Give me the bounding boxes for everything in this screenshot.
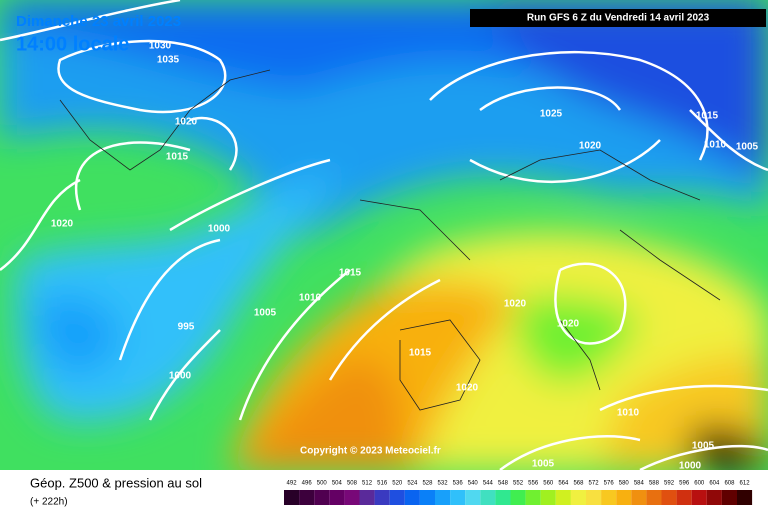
isobar-label: 1005 <box>532 459 555 470</box>
legend-swatch <box>555 490 571 505</box>
isobar-label: 1020 <box>51 219 74 230</box>
legend-swatch <box>389 490 405 505</box>
legend-level: 580 <box>619 481 630 487</box>
legend-level: 500 <box>317 481 328 487</box>
legend-level: 560 <box>543 481 554 487</box>
legend-swatch <box>404 490 420 505</box>
isobar-label: 1000 <box>169 371 192 382</box>
legend-level: 540 <box>468 481 479 487</box>
legend-swatch <box>601 490 617 505</box>
legend-swatch <box>359 490 375 505</box>
isobar-label: 1015 <box>409 348 432 359</box>
isobar-label: 1015 <box>166 152 189 163</box>
legend-swatch <box>661 490 677 505</box>
legend-level: 524 <box>407 481 418 487</box>
legend-level: 572 <box>589 481 600 487</box>
forecast-time: 14:00 locale <box>16 33 129 55</box>
legend-swatch <box>419 490 435 505</box>
legend-level: 536 <box>453 481 464 487</box>
legend-swatch <box>737 490 753 505</box>
legend-swatch <box>344 490 360 505</box>
legend-level: 528 <box>422 481 433 487</box>
legend-level: 584 <box>634 481 645 487</box>
legend-swatch <box>570 490 586 505</box>
legend-level: 520 <box>392 481 403 487</box>
legend-swatch <box>540 490 556 505</box>
isobar-label: 1005 <box>736 142 759 153</box>
legend-swatch <box>646 490 662 505</box>
isobar-label: 1010 <box>299 293 322 304</box>
legend-level: 548 <box>498 481 509 487</box>
isobar-label: 1020 <box>504 299 527 310</box>
legend-level: 544 <box>483 481 494 487</box>
legend-swatch <box>691 490 707 505</box>
isobar-label: 1005 <box>254 308 277 319</box>
legend-level: 604 <box>709 481 720 487</box>
legend-level: 508 <box>347 481 358 487</box>
isobar-label: 1020 <box>175 117 198 128</box>
run-box <box>470 9 766 27</box>
legend-level: 600 <box>694 481 705 487</box>
geopotential-field <box>0 0 768 472</box>
isobar-label: 1035 <box>157 55 180 66</box>
legend-swatch <box>510 490 526 505</box>
legend-swatch <box>314 490 330 505</box>
copyright: Copyright © 2023 Meteociel.fr <box>300 446 441 457</box>
legend-swatch <box>706 490 722 505</box>
forecast-date: Dimanche 23 avril 2023 <box>16 13 181 30</box>
legend-level: 608 <box>724 481 735 487</box>
isobar-label: 1020 <box>456 383 479 394</box>
legend-level: 552 <box>513 481 524 487</box>
isobar-label: 1010 <box>617 408 640 419</box>
legend-level: 532 <box>438 481 449 487</box>
isobar-label: 1000 <box>679 461 702 472</box>
isobar-label: 1020 <box>579 141 602 152</box>
legend-swatch <box>480 490 496 505</box>
legend-level: 588 <box>649 481 660 487</box>
legend-level: 612 <box>740 481 751 487</box>
isobar-label: 1015 <box>696 111 719 122</box>
legend-swatch <box>450 490 466 505</box>
legend-swatch <box>631 490 647 505</box>
legend-swatch <box>465 490 481 505</box>
legend-title: Géop. Z500 & pression au sol <box>30 475 202 490</box>
coastlines <box>59 69 721 411</box>
legend-swatch <box>495 490 511 505</box>
legend-level: 492 <box>287 481 298 487</box>
run-info: Run GFS 6 Z du Vendredi 14 avril 2023 <box>527 13 710 24</box>
legend-swatch <box>525 490 541 505</box>
legend-swatch <box>329 490 345 505</box>
legend-swatch <box>299 490 315 505</box>
legend-swatch <box>374 490 390 505</box>
legend-level: 496 <box>302 481 313 487</box>
isobar-label: 1020 <box>557 319 580 330</box>
isobar-lines <box>0 0 768 470</box>
legend-swatch <box>721 490 737 505</box>
legend-level: 568 <box>573 481 584 487</box>
legend-level: 516 <box>377 481 388 487</box>
legend-level: 564 <box>558 481 569 487</box>
isobar-label: 995 <box>178 322 195 333</box>
legend-level: 592 <box>664 481 675 487</box>
legend-level: 512 <box>362 481 373 487</box>
legend-swatch <box>616 490 632 505</box>
isobar-label: 1010 <box>704 140 727 151</box>
legend-level: 576 <box>604 481 615 487</box>
legend-swatch <box>586 490 602 505</box>
legend-swatch <box>284 490 300 505</box>
isobar-label: 1030 <box>149 41 172 52</box>
legend-level: 556 <box>528 481 539 487</box>
lead-time: (+ 222h) <box>30 497 68 508</box>
legend-level: 504 <box>332 481 343 487</box>
isobar-label: 1000 <box>208 224 231 235</box>
isobar-label: 1005 <box>692 441 715 452</box>
legend-level: 596 <box>679 481 690 487</box>
isobar-label: 1015 <box>339 268 362 279</box>
legend-swatch <box>435 490 451 505</box>
legend-swatch <box>676 490 692 505</box>
isobar-label: 1025 <box>540 109 563 120</box>
